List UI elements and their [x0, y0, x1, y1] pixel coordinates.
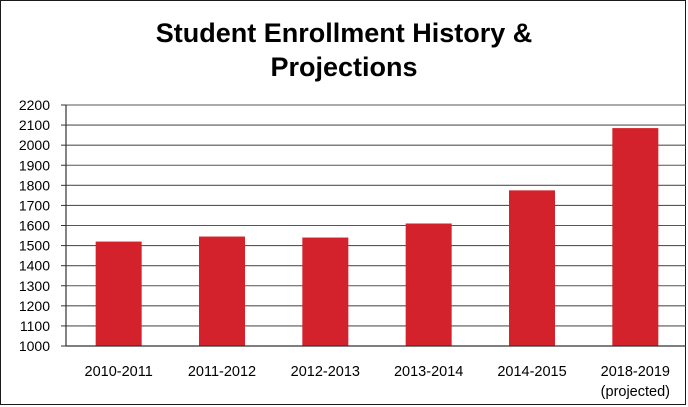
y-tick-label: 1300	[19, 278, 50, 294]
x-tick-label: 2018-2019	[601, 364, 670, 380]
bar	[95, 241, 142, 346]
y-tick-label: 1700	[19, 197, 50, 213]
bars	[95, 128, 659, 346]
y-tick-label: 2000	[19, 137, 50, 153]
bar	[302, 237, 349, 346]
x-tick-label: 2012-2013	[291, 364, 360, 380]
y-tick-label: 1800	[19, 177, 50, 193]
bar	[405, 223, 452, 346]
y-tick-label: 2200	[19, 97, 50, 113]
y-tick-label: 1400	[19, 258, 50, 274]
y-tick-label: 1900	[19, 157, 50, 173]
x-tick-label: 2014-2015	[497, 364, 566, 380]
y-axis-ticks: 1000 1100 1200 1300 1400 1500 1600 1700 1800 1900…	[19, 97, 66, 354]
y-tick-label: 1500	[19, 238, 50, 254]
x-tick-label-note: (projected)	[601, 384, 670, 400]
chart-title-line-1: Student Enrollment History &	[155, 18, 533, 48]
y-tick-label: 1600	[19, 218, 50, 234]
y-tick-label: 1200	[19, 298, 50, 314]
y-tick-label: 2100	[19, 117, 50, 133]
x-axis-labels: 2010-2011 2011-2012 2012-2013 2013-2014 2014…	[85, 364, 670, 400]
x-tick-label: 2013-2014	[394, 364, 463, 380]
x-tick-label: 2010-2011	[85, 364, 153, 380]
bar	[509, 190, 555, 346]
x-tick-label: 2011-2012	[188, 364, 256, 380]
y-tick-label: 1000	[19, 338, 50, 354]
chart-title-line-2: Projections	[270, 52, 418, 82]
y-tick-label: 1100	[20, 318, 50, 334]
bar	[199, 236, 245, 346]
bar	[612, 128, 659, 346]
gridlines	[66, 104, 686, 347]
